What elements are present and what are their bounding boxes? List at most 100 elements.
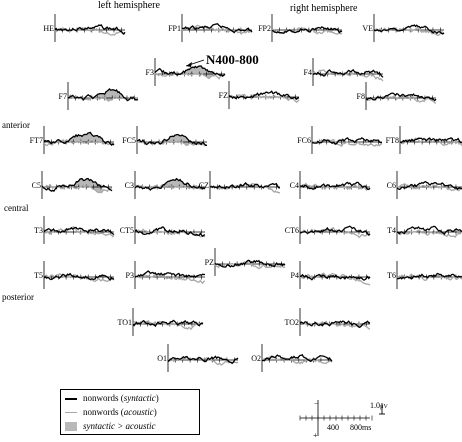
erp-panel-p3 [134,261,206,289]
syntactic-wave-veog [373,24,445,35]
syntactic-wave-f4 [312,69,384,78]
syntactic-wave-c5 [41,177,113,192]
erp-panel-heog [54,14,126,42]
electrode-label-fp2: FP2 [258,24,271,33]
acoustic-wave-f8 [365,94,437,104]
electrode-label-ft7: FT7 [29,136,43,145]
syntactic-wave-p4 [299,273,371,281]
electrode-label-c4: C4 [289,181,299,190]
acoustic-wave-t4 [396,229,462,239]
syntactic-wave-f3 [154,65,226,77]
electrode-label-to2: TO2 [284,318,299,327]
acoustic-wave-c5 [41,183,113,194]
erp-panel-p4 [299,261,371,289]
acoustic-wave-f3 [154,71,226,80]
acoustic-wave-ct6 [299,226,371,239]
electrode-label-fz: FZ [218,91,228,100]
syntactic-wave-t5 [43,272,115,281]
electrode-label-heog: HE [43,24,54,33]
syntactic-wave-c3 [134,177,206,191]
syntactic-wave-to1 [132,319,204,328]
calibration-scale [299,400,385,436]
acoustic-wave-c4 [299,182,371,191]
syntactic-wave-ft7 [43,131,115,146]
electrode-label-f3: F3 [145,68,154,77]
syntactic-wave-fc5 [136,133,207,146]
erp-panel-c3 [134,171,206,199]
legend-swatch-syntactic [65,398,77,400]
erp-panel-fc5 [136,126,208,154]
syntactic-wave-heog [54,24,126,35]
electrode-label-t4: T4 [387,226,396,235]
erp-panel-t3 [43,216,115,244]
acoustic-wave-to2 [299,320,371,330]
syntactic-wave-fz [228,90,300,101]
syntactic-wave-c6 [396,180,462,191]
syntactic-wave-o2 [261,353,333,363]
erp-panel-f8 [365,82,437,110]
legend-label-effect: syntactic > acoustic [83,421,156,431]
electrode-label-f7: F7 [58,92,67,101]
erp-panel-veog [373,14,445,42]
erp-panel-t6 [396,261,462,289]
electrode-label-fc6: FC6 [297,136,311,145]
erp-panel-t4 [396,216,462,244]
acoustic-wave-veog [373,26,445,37]
electrode-label-fc5: FC5 [122,136,136,145]
erp-panel-fp1 [181,14,253,42]
syntactic-wave-t3 [43,226,115,236]
erp-panel-t5 [43,261,115,289]
electrode-label-c3: C3 [124,181,134,190]
callout-arrow [185,59,205,67]
syntactic-wave-ft8 [399,137,462,144]
erp-panel-o1 [167,344,239,372]
n400-800-callout: N400-800 [206,52,259,67]
erp-panel-cz [209,171,281,199]
syntactic-wave-fp2 [271,26,343,34]
electrode-label-f8: F8 [356,92,365,101]
erp-panel-c5 [41,171,113,199]
electrode-label-c5: C5 [31,181,41,190]
syntactic-wave-ct5 [134,226,206,238]
legend-label-acoustic: nonwords (acoustic) [83,407,157,417]
electrode-label-t5: T5 [34,271,43,280]
electrode-label-t3: T3 [34,226,43,235]
syntactic-wave-t4 [396,225,462,236]
erp-panel-ct6 [299,216,371,244]
scale-plus-label: + [313,431,318,440]
erp-panel-ct5 [134,216,206,244]
syntactic-wave-pz [214,259,286,268]
syntactic-wave-f8 [365,92,437,102]
electrode-label-pz: PZ [204,258,214,267]
posterior-label: posterior [2,292,34,302]
scale-minus-label: − [314,399,319,408]
erp-panel-o2 [261,344,333,372]
electrode-label-fp1: FP1 [168,24,181,33]
syntactic-wave-to2 [299,320,371,329]
electrode-label-f4: F4 [303,68,312,77]
legend: nonwords (syntactic) nonwords (acoustic)… [60,389,200,435]
left-hemisphere-header: left hemisphere [98,0,160,11]
scale-tick-400: 400 [327,423,339,432]
electrode-label-p3: P3 [125,271,134,280]
acoustic-wave-t3 [43,225,115,238]
acoustic-wave-o1 [167,355,239,366]
erp-panel-ft8 [399,126,462,154]
electrode-label-t6: T6 [387,271,396,280]
electrode-label-ct6: CT6 [284,226,299,235]
erp-panel-f3 [154,58,226,86]
erp-panel-ft7 [43,126,115,154]
syntactic-wave-fp1 [182,23,253,34]
scale-amplitude-label: 1.0µV [370,401,388,410]
acoustic-wave-p4 [299,272,371,286]
electrode-label-to1: TO1 [117,318,132,327]
legend-label-syntactic: nonwords (syntactic) [83,393,159,403]
erp-panel-c6 [396,171,462,199]
syntactic-wave-fc6 [311,137,383,146]
erp-panel-c4 [299,171,371,199]
electrode-label-p4: P4 [290,271,299,280]
erp-panel-fc6 [311,126,383,154]
electrode-label-o2: O2 [251,354,261,363]
acoustic-wave-heog [54,27,126,36]
